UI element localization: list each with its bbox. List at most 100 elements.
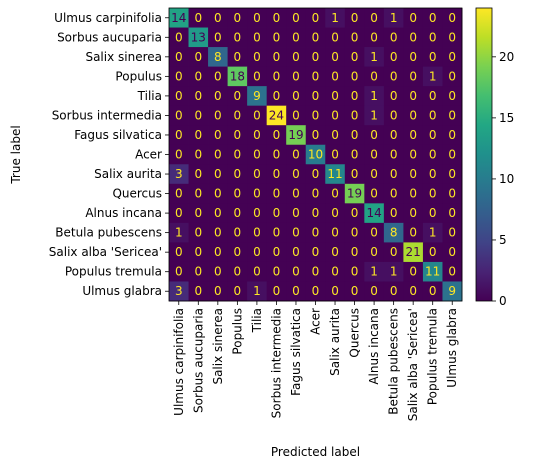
heatmap-cell (305, 86, 326, 107)
heatmap-cell (305, 183, 326, 204)
heatmap-cell (344, 27, 365, 48)
heatmap-cell (403, 261, 424, 282)
heatmap-cell (325, 66, 346, 87)
cell-value-label: 0 (351, 69, 359, 83)
y-tick-label: Salix aurita (94, 167, 162, 181)
heatmap-cell (422, 261, 443, 282)
cell-value-label: 0 (253, 226, 261, 240)
heatmap-cell (286, 27, 307, 48)
heatmap-cell (403, 47, 424, 67)
heatmap-cell (286, 164, 307, 185)
cell-value-label: 1 (390, 11, 398, 25)
cell-value-label: 11 (425, 265, 440, 279)
heatmap-cell (344, 47, 365, 67)
heatmap-cell (422, 281, 443, 302)
heatmap-cell (305, 66, 326, 87)
heatmap-cell (169, 8, 189, 28)
cell-value-label: 0 (253, 11, 261, 25)
heatmap-cell (442, 164, 463, 185)
y-tick-label: Quercus (112, 187, 162, 201)
cell-value-label: 0 (312, 187, 320, 201)
heatmap-cell (227, 144, 248, 165)
cell-value-label: 0 (351, 89, 359, 103)
cell-value-label: 0 (292, 50, 300, 64)
colorbar-ticks: 0 5 10 15 20 (492, 50, 514, 308)
heatmap-cell (305, 47, 326, 67)
cell-value-label: 0 (351, 226, 359, 240)
cell-value-label: 0 (273, 245, 281, 259)
heatmap-cell (286, 66, 307, 87)
heatmap-cell (227, 183, 248, 204)
cell-value-label: 0 (370, 30, 378, 44)
cell-value-label: 0 (409, 265, 417, 279)
heatmap-cell (442, 47, 463, 67)
heatmap-cell (364, 261, 385, 282)
cell-value-label: 0 (448, 206, 456, 220)
cell-value-label: 0 (429, 284, 437, 298)
heatmap-cell (247, 242, 268, 263)
cell-value-label: 0 (331, 187, 339, 201)
heatmap-cell (266, 144, 287, 165)
cell-value-label: 0 (390, 108, 398, 122)
heatmap-cell (442, 261, 463, 282)
heatmap-cell (208, 125, 228, 146)
cell-value-label: 0 (253, 108, 261, 122)
cell-value-label: 0 (292, 245, 300, 259)
y-tick-label: Ulmus carpinifolia (54, 11, 162, 25)
cell-value-label: 0 (292, 108, 300, 122)
cell-value-label: 0 (194, 50, 202, 64)
cell-value-label: 0 (409, 50, 417, 64)
heatmap-cell (383, 164, 404, 185)
heatmap-cell (247, 66, 268, 87)
cell-value-label: 0 (409, 30, 417, 44)
heatmap-cell (208, 144, 228, 165)
heatmap-cell (169, 86, 189, 107)
cell-value-label: 0 (409, 206, 417, 220)
cell-value-label: 0 (234, 128, 242, 142)
cell-value-label: 19 (288, 128, 303, 142)
y-tick-label: Salix sinerea (85, 50, 162, 64)
cell-value-label: 0 (390, 30, 398, 44)
heatmap-cell (169, 203, 189, 224)
colorbar-tick-label: 10 (499, 172, 514, 186)
heatmap-cell (208, 222, 228, 243)
cell-value-label: 0 (312, 167, 320, 181)
heatmap-cell (325, 8, 346, 28)
heatmap-cell (266, 164, 287, 185)
cell-value-label: 0 (409, 108, 417, 122)
cell-value-label: 0 (429, 245, 437, 259)
cell-value-label: 0 (331, 245, 339, 259)
cell-value-label: 0 (253, 50, 261, 64)
heatmap-cell (266, 281, 287, 302)
x-tick-label: Tilia (250, 308, 264, 333)
heatmap-cells (169, 8, 463, 302)
cell-value-label: 0 (390, 69, 398, 83)
cell-value-label: 0 (409, 284, 417, 298)
heatmap-cell (227, 164, 248, 185)
cell-value-label: 0 (429, 30, 437, 44)
cell-value-label: 0 (214, 69, 222, 83)
cell-value-label: 1 (390, 265, 398, 279)
cell-value-label: 0 (429, 50, 437, 64)
heatmap-cell (188, 242, 209, 263)
cell-value-label: 0 (429, 89, 437, 103)
cell-value-label: 0 (234, 11, 242, 25)
cell-value-label: 0 (292, 206, 300, 220)
heatmap-cell (364, 105, 385, 126)
cell-value-label: 0 (292, 265, 300, 279)
cell-value-label: 0 (175, 108, 183, 122)
cell-value-label: 0 (253, 206, 261, 220)
heatmap-cell (383, 47, 404, 67)
cell-value-label: 0 (253, 128, 261, 142)
cell-value-label: 0 (234, 187, 242, 201)
cell-value-label: 0 (292, 284, 300, 298)
cell-value-label: 0 (429, 187, 437, 201)
x-tick-label: Salix alba 'Sericea' (406, 308, 420, 421)
heatmap-cell (383, 27, 404, 48)
cell-value-label: 0 (175, 187, 183, 201)
heatmap-cell (422, 144, 443, 165)
cell-value-label: 0 (175, 245, 183, 259)
heatmap-cell (305, 8, 326, 28)
heatmap-cell (364, 222, 385, 243)
cell-value-label: 0 (448, 69, 456, 83)
